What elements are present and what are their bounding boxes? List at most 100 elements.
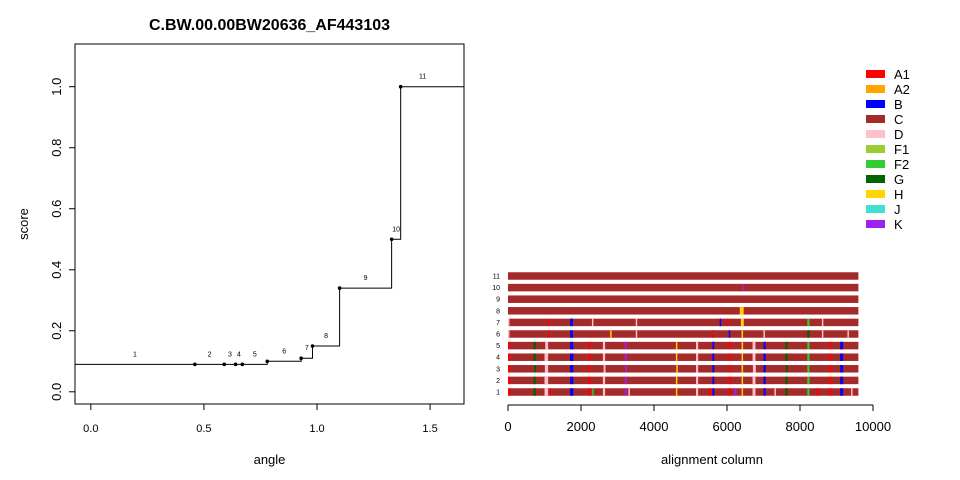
alignment-segment — [625, 365, 627, 373]
alignment-segment — [840, 341, 844, 350]
y-tick-label: 0.2 — [49, 322, 64, 340]
alignment-segment — [829, 341, 832, 350]
alignment-segment — [752, 341, 756, 350]
alignment-segment — [508, 365, 511, 373]
alignment-segment — [628, 388, 630, 396]
y-tick-label: 0.4 — [49, 261, 64, 279]
score-point — [233, 362, 238, 367]
legend-label: H — [894, 187, 903, 202]
alignment-segment — [785, 341, 788, 350]
alignment-segment — [785, 365, 788, 373]
score-plot: C.BW.00.00BW20636_AF443103 angle score 0… — [16, 17, 465, 467]
alignment-segment — [763, 330, 765, 338]
point-label: 8 — [324, 333, 328, 340]
alignment-segment — [533, 376, 536, 385]
alignment-segment — [829, 365, 832, 373]
alignment-segment — [624, 353, 627, 361]
alignment-segment — [592, 388, 594, 396]
alignment-segment — [712, 353, 715, 361]
alignment-segment — [544, 365, 549, 373]
alignment-segment — [610, 330, 612, 338]
alignment-segment — [734, 388, 737, 396]
alignment-row — [508, 295, 859, 303]
alignment-segment — [840, 353, 844, 361]
alignment-segment — [840, 388, 844, 396]
alignment-segment — [588, 388, 591, 396]
legend-label: J — [894, 202, 901, 217]
legend-label: G — [894, 172, 904, 187]
alignment-segment — [548, 318, 550, 327]
alignment-segment — [533, 353, 536, 361]
legend-label: B — [894, 97, 903, 112]
alignment-row — [508, 376, 859, 385]
alignment-segment — [741, 365, 744, 373]
alignment-segment — [549, 388, 551, 396]
alignment-segment — [728, 330, 731, 338]
alignment-segment — [712, 330, 714, 338]
alignment-segment — [741, 341, 744, 350]
x-tick-label: 4000 — [640, 419, 669, 434]
legend-swatch — [866, 100, 885, 108]
alignment-segment — [544, 376, 549, 385]
alignment-segment — [840, 376, 844, 385]
legend-swatch — [866, 160, 885, 168]
legend-swatch — [866, 220, 885, 228]
alignment-segment — [508, 341, 510, 350]
score-point — [222, 362, 227, 367]
x-tick-label: 6000 — [713, 419, 742, 434]
alignment-segment — [534, 365, 537, 373]
alignment-segment — [588, 376, 591, 385]
alignment-segment — [763, 353, 766, 361]
alignment-row — [508, 307, 859, 315]
alignment-plot-axes: 0 2000 4000 6000 8000 10000 — [504, 404, 891, 434]
alignment-segment — [763, 341, 766, 350]
score-plot-series: 1 2 3 4 5 6 7 8 9 10 11 — [75, 74, 464, 367]
alignment-segment — [544, 388, 549, 396]
legend-swatch — [866, 175, 885, 183]
legend-swatch — [866, 205, 885, 213]
alignment-segment — [740, 318, 744, 327]
point-label: 6 — [282, 348, 286, 355]
alignment-row — [508, 365, 859, 373]
score-point — [240, 362, 245, 367]
alignment-segment — [587, 365, 590, 373]
alignment-segment — [570, 318, 573, 327]
alignment-segment — [602, 353, 606, 361]
alignment-segment — [741, 330, 744, 338]
score-plot-x-label: angle — [254, 452, 286, 467]
score-point — [398, 84, 403, 89]
alignment-segment — [544, 353, 549, 361]
legend-swatch — [866, 145, 885, 153]
legend-label: C — [894, 112, 903, 127]
legend-label: F2 — [894, 157, 909, 172]
alignment-segment — [675, 341, 678, 350]
score-point — [265, 359, 270, 364]
alignment-segment — [752, 388, 756, 396]
row-label: 4 — [496, 355, 500, 362]
alignment-segment — [675, 376, 678, 385]
row-label: 2 — [496, 378, 500, 385]
alignment-segment — [588, 353, 591, 361]
alignment-segment — [533, 388, 536, 396]
alignment-segment — [624, 388, 627, 396]
score-plot-frame — [74, 43, 465, 405]
alignment-segment — [840, 365, 844, 373]
alignment-row — [508, 353, 859, 361]
alignment-segment — [508, 353, 510, 361]
alignment-segment — [675, 388, 678, 396]
alignment-segment — [752, 365, 756, 373]
alignment-segment — [602, 341, 606, 350]
alignment-plot-x-label: alignment column — [661, 452, 763, 467]
alignment-segment — [676, 365, 678, 373]
alignment-segment — [727, 318, 729, 327]
alignment-segment — [570, 330, 573, 338]
alignment-segment — [785, 353, 788, 361]
row-label: 7 — [496, 320, 500, 327]
alignment-segment — [807, 388, 810, 396]
alignment-segment — [570, 365, 574, 373]
score-point — [337, 286, 342, 290]
alignment-segment — [729, 365, 732, 373]
alignment-segment — [508, 376, 511, 385]
